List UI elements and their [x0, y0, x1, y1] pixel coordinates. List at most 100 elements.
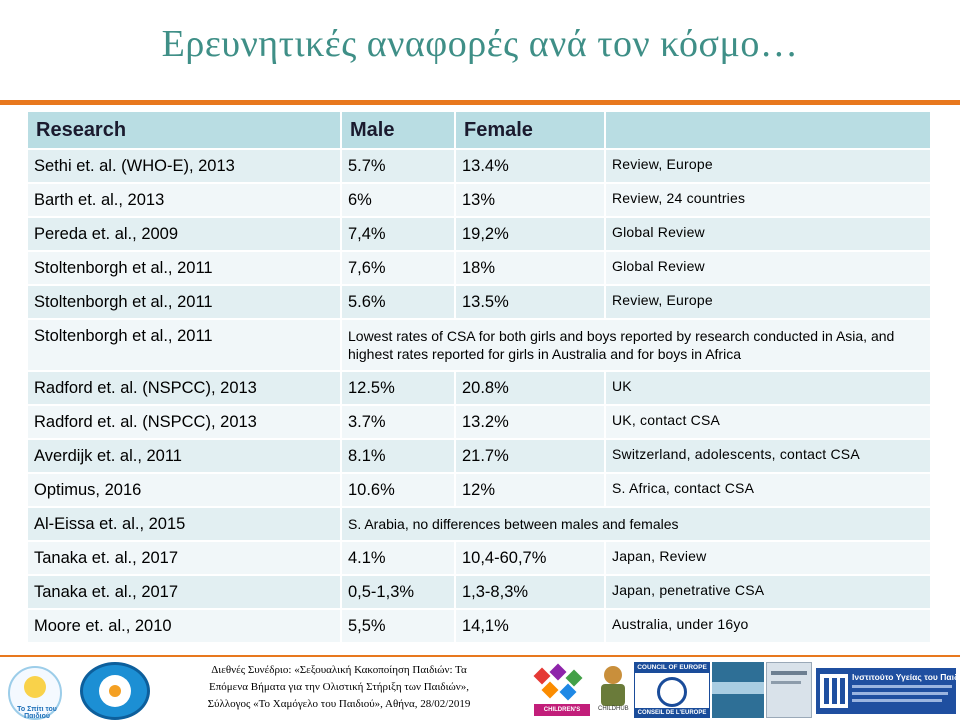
slide-title: Ερευνητικές αναφορές ανά τον κόσμο… — [161, 23, 799, 65]
cell-female: 18% — [456, 252, 604, 284]
cell-male: 5.7% — [342, 150, 454, 182]
logo-caption: Το Σπίτι του Παιδιού — [17, 706, 57, 720]
cell-span-note: S. Arabia, no differences between males … — [342, 508, 930, 540]
cell-male: 4.1% — [342, 542, 454, 574]
iyp-title: Ινστιτούτο Υγείας του Παιδιού — [852, 672, 960, 682]
iyp-subline — [852, 685, 952, 688]
cell-male: 5,5% — [342, 610, 454, 642]
cell-note: Switzerland, adolescents, contact CSA — [606, 440, 930, 472]
conference-citation: Διεθνές Συνέδριο: «Σεξουαλική Κακοποίηση… — [160, 662, 518, 713]
cell-male: 5.6% — [342, 286, 454, 318]
mascot-icon — [604, 666, 622, 684]
cell-note: Global Review — [606, 252, 930, 284]
table-row: Tanaka et. al., 2017 0,5-1,3% 1,3-8,3% J… — [28, 576, 930, 608]
table-row: Stoltenborgh et al., 2011 7,6% 18% Globa… — [28, 252, 930, 284]
logo-caption: CHILDHUB — [598, 706, 629, 712]
coe-circle-icon — [657, 677, 687, 707]
cell-note: S. Africa, contact CSA — [606, 474, 930, 506]
cover-band — [771, 681, 801, 684]
mark-stroke — [824, 678, 829, 704]
cell-female: 20.8% — [456, 372, 604, 404]
mascot-body — [601, 684, 625, 706]
cell-male: 7,6% — [342, 252, 454, 284]
cover-band — [771, 671, 807, 675]
publication-cover-icon — [712, 662, 764, 718]
cell-note: Global Review — [606, 218, 930, 250]
cell-note: Australia, under 16yo — [606, 610, 930, 642]
iyp-subline — [852, 692, 948, 695]
cell-female: 12% — [456, 474, 604, 506]
cell-research: Tanaka et. al., 2017 — [28, 542, 340, 574]
cell-female: 14,1% — [456, 610, 604, 642]
cell-research: Averdijk et. al., 2011 — [28, 440, 340, 472]
logo-dot — [109, 685, 121, 697]
table-row: Stoltenborgh et al., 2011 Lowest rates o… — [28, 320, 930, 370]
cell-research: Stoltenborgh et al., 2011 — [28, 320, 340, 370]
cell-male: 8.1% — [342, 440, 454, 472]
cell-female: 13% — [456, 184, 604, 216]
footer: Το Σπίτι του Παιδιού Διεθνές Συνέδριο: «… — [0, 658, 960, 720]
spiti-tou-paidiou-logo: Το Σπίτι του Παιδιού — [8, 666, 62, 720]
iyp-mark-icon — [820, 674, 848, 708]
title-divider — [0, 100, 960, 105]
table-row: Moore et. al., 2010 5,5% 14,1% Australia… — [28, 610, 930, 642]
coe-top-label: COUNCIL OF EUROPE — [635, 663, 709, 673]
cell-male: 10.6% — [342, 474, 454, 506]
table-row: Stoltenborgh et al., 2011 5.6% 13.5% Rev… — [28, 286, 930, 318]
cell-research: Pereda et. al., 2009 — [28, 218, 340, 250]
conference-line-2: Επόμενα Βήματα για την Ολιστική Στήριξη … — [208, 681, 470, 693]
cell-note: Review, Europe — [606, 286, 930, 318]
cell-note: Japan, Review — [606, 542, 930, 574]
kite-icon — [541, 681, 559, 699]
council-of-europe-logo: COUNCIL OF EUROPE CONSEIL DE L'EUROPE — [634, 662, 710, 718]
cell-research: Barth et. al., 2013 — [28, 184, 340, 216]
table-row: Sethi et. al. (WHO-E), 2013 5.7% 13.4% R… — [28, 150, 930, 182]
header-research: Research — [28, 112, 340, 148]
childhub-logo: CHILDHUB — [598, 664, 629, 714]
table-row: Barth et. al., 2013 6% 13% Review, 24 co… — [28, 184, 930, 216]
cell-research: Stoltenborgh et al., 2011 — [28, 252, 340, 284]
cell-research: Optimus, 2016 — [28, 474, 340, 506]
table-row: Radford et. al. (NSPCC), 2013 3.7% 13.2%… — [28, 406, 930, 438]
cell-male: 12.5% — [342, 372, 454, 404]
cell-research: Stoltenborgh et al., 2011 — [28, 286, 340, 318]
table-row: Averdijk et. al., 2011 8.1% 21.7% Switze… — [28, 440, 930, 472]
cell-female: 10,4-60,7% — [456, 542, 604, 574]
cell-male: 0,5-1,3% — [342, 576, 454, 608]
hamogelo-logo — [80, 662, 150, 720]
cell-male: 3.7% — [342, 406, 454, 438]
cover-band — [712, 682, 764, 694]
research-table: Research Male Female Sethi et. al. (WHO-… — [26, 110, 932, 644]
conference-line-1: Διεθνές Συνέδριο: «Σεξουαλική Κακοποίηση… — [211, 664, 467, 676]
logo-caption: CHILDREN'S RIGHTS — [534, 704, 590, 720]
table-header-row: Research Male Female — [28, 112, 930, 148]
cell-research: Tanaka et. al., 2017 — [28, 576, 340, 608]
cell-research: Moore et. al., 2010 — [28, 610, 340, 642]
cell-research: Al-Eissa et. al., 2015 — [28, 508, 340, 540]
mark-stroke — [832, 678, 837, 704]
header-notes — [606, 112, 930, 148]
cell-research: Sethi et. al. (WHO-E), 2013 — [28, 150, 340, 182]
kite-icon — [549, 663, 567, 681]
childrens-rights-logo: CHILDREN'S RIGHTS — [530, 663, 592, 720]
cell-female: 19,2% — [456, 218, 604, 250]
cell-female: 13.4% — [456, 150, 604, 182]
mark-stroke — [840, 678, 845, 704]
table-row: Tanaka et. al., 2017 4.1% 10,4-60,7% Jap… — [28, 542, 930, 574]
cell-female: 13.2% — [456, 406, 604, 438]
footer-divider — [0, 655, 960, 657]
iyp-subline — [852, 699, 942, 702]
table-row: Pereda et. al., 2009 7,4% 19,2% Global R… — [28, 218, 930, 250]
header-female: Female — [456, 112, 604, 148]
table-row: Radford et. al. (NSPCC), 2013 12.5% 20.8… — [28, 372, 930, 404]
smiley-face-icon — [24, 676, 46, 698]
cell-span-note: Lowest rates of CSA for both girls and b… — [342, 320, 930, 370]
cell-research: Radford et. al. (NSPCC), 2013 — [28, 406, 340, 438]
cell-note: UK — [606, 372, 930, 404]
cell-female: 21.7% — [456, 440, 604, 472]
cell-note: UK, contact CSA — [606, 406, 930, 438]
header-male: Male — [342, 112, 454, 148]
table-row: Al-Eissa et. al., 2015 S. Arabia, no dif… — [28, 508, 930, 540]
table-row: Optimus, 2016 10.6% 12% S. Africa, conta… — [28, 474, 930, 506]
cell-research: Radford et. al. (NSPCC), 2013 — [28, 372, 340, 404]
